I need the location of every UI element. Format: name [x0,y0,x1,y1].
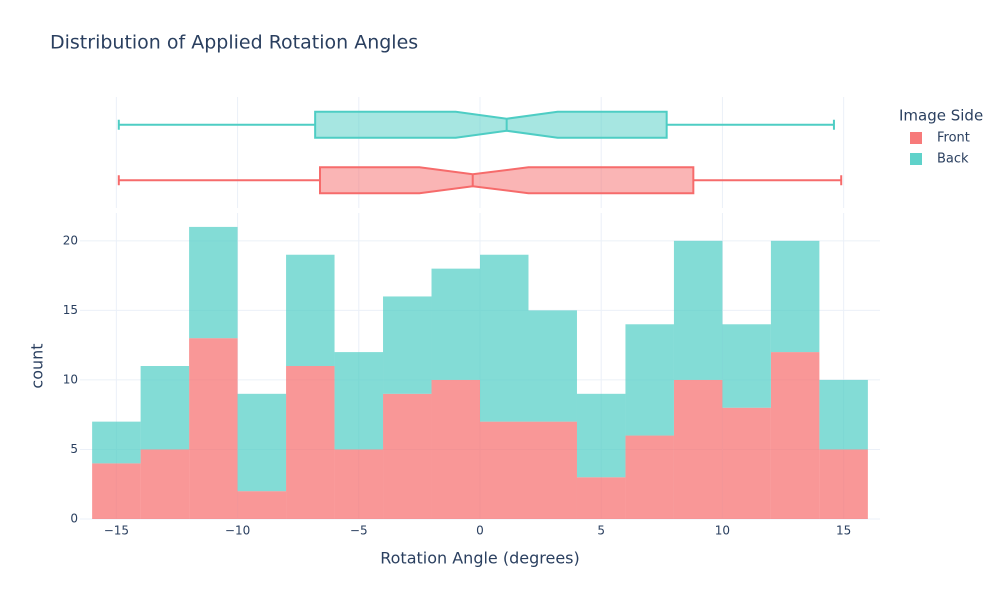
legend-swatch [910,153,922,165]
box-body [314,110,668,139]
legend-title: Image Side [899,107,983,125]
histogram-bar [189,226,238,339]
histogram-bar [286,254,335,366]
histogram-bar [237,393,287,492]
histogram-bar [286,366,335,519]
histogram-bar [770,352,820,519]
histogram-bar [480,421,529,519]
histogram-bar [673,240,723,380]
histogram-bar [576,477,626,519]
legend-swatch [910,132,922,144]
histogram-bar [528,421,577,519]
histogram-bar [819,449,868,519]
x-tick-label: −5 [350,524,368,538]
histogram-bar [819,379,868,450]
x-tick-label: −10 [225,524,250,538]
histogram-bar [334,449,384,519]
y-tick-label: 10 [63,372,78,386]
histogram-bar [431,379,480,519]
box-body [319,166,695,195]
histogram-bar [722,324,771,408]
histogram-bar [625,324,674,436]
chart-title: Distribution of Applied Rotation Angles [50,32,418,54]
histogram-bar [431,268,480,380]
histogram-bar [140,449,190,519]
y-tick-label: 0 [70,512,78,526]
x-axis-title: Rotation Angle (degrees) [380,549,580,568]
histogram-bar [480,254,529,422]
histogram-bar [92,463,141,519]
x-tick-label: 10 [715,524,730,538]
y-tick-label: 15 [63,303,78,317]
histogram-bar [383,296,432,394]
x-tick-label: 5 [597,524,605,538]
y-axis-title: count [28,343,47,388]
histogram-bar [334,352,384,450]
histogram-bar [383,393,432,519]
histogram-bar [576,393,626,478]
legend-label: Front [937,131,970,146]
y-tick-label: 20 [63,233,78,247]
x-tick-label: −15 [104,524,129,538]
histogram-bar [189,338,238,519]
legend-label: Back [937,152,969,167]
histogram-bar [625,435,674,519]
histogram-bar [722,407,771,519]
histogram-bar [140,366,190,450]
histogram-bar [237,491,287,519]
histogram-bar [770,240,820,353]
y-tick-label: 5 [70,442,78,456]
x-tick-label: 0 [476,524,484,538]
histogram-bar [92,421,141,464]
histogram-bar [528,310,577,422]
x-tick-label: 15 [836,524,851,538]
histogram-bar [673,379,723,519]
